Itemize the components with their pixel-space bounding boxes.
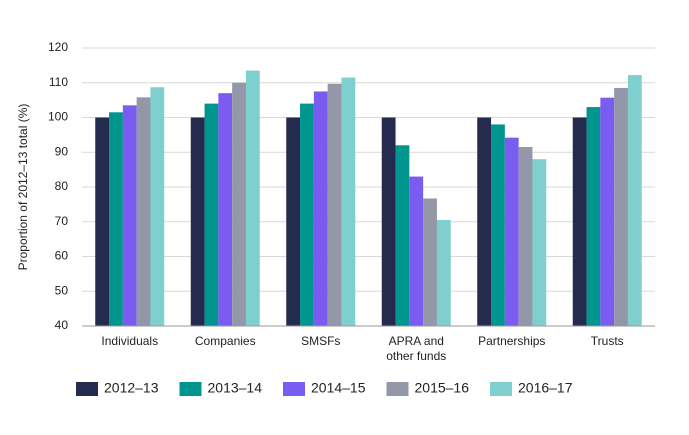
bar (572, 117, 587, 326)
y-tick-label: 40 (55, 318, 69, 332)
y-axis-title: Proportion of 2012–13 total (%) (16, 104, 30, 271)
bar (532, 159, 547, 326)
bar (190, 117, 205, 326)
x-tick-label: Trusts (590, 334, 624, 348)
bar (586, 107, 601, 326)
y-tick-label: 60 (55, 249, 69, 263)
bar (327, 83, 342, 326)
legend-label: 2014–15 (311, 380, 366, 396)
legend-swatch (76, 382, 98, 396)
y-tick-label: 80 (55, 179, 69, 193)
bar (477, 117, 492, 326)
bar (150, 87, 165, 326)
bar (95, 117, 110, 326)
bar (395, 145, 410, 326)
bar (232, 82, 246, 326)
y-tick-label: 90 (55, 144, 69, 158)
x-tick-label: Individuals (101, 334, 159, 348)
y-tick-label: 120 (48, 40, 68, 54)
legend-label: 2015–16 (415, 380, 470, 396)
bar (286, 117, 301, 326)
legend-swatch (490, 382, 512, 396)
bar (504, 137, 519, 326)
legend-label: 2013–14 (208, 380, 263, 396)
y-tick-label: 100 (48, 110, 68, 124)
bar (600, 97, 615, 326)
bar (627, 75, 642, 326)
x-tick-label: APRA and other funds (386, 334, 447, 363)
bar (341, 77, 356, 326)
bar (313, 91, 328, 326)
bar (614, 87, 628, 327)
legend-label: 2012–13 (104, 380, 159, 396)
bar (300, 103, 314, 326)
legend-label: 2016–17 (518, 380, 573, 396)
bar (409, 176, 424, 326)
bar (491, 124, 505, 326)
x-tick-label: Partnerships (478, 334, 546, 348)
legend-swatch (179, 382, 202, 396)
bar (136, 97, 151, 326)
bar (436, 220, 451, 326)
bar (381, 117, 396, 326)
bar (204, 103, 219, 326)
bar (245, 70, 260, 327)
bar (109, 112, 123, 326)
legend-swatch (283, 382, 305, 396)
y-tick-label: 110 (49, 75, 68, 89)
x-tick-label: Companies (194, 334, 256, 348)
bar (218, 93, 233, 326)
bar (423, 198, 437, 326)
bar (122, 105, 137, 327)
y-tick-label: 50 (55, 283, 69, 297)
legend-swatch (386, 382, 409, 396)
bar (518, 147, 533, 326)
x-tick-label: SMSFs (301, 334, 341, 348)
y-tick-label: 70 (55, 214, 69, 228)
